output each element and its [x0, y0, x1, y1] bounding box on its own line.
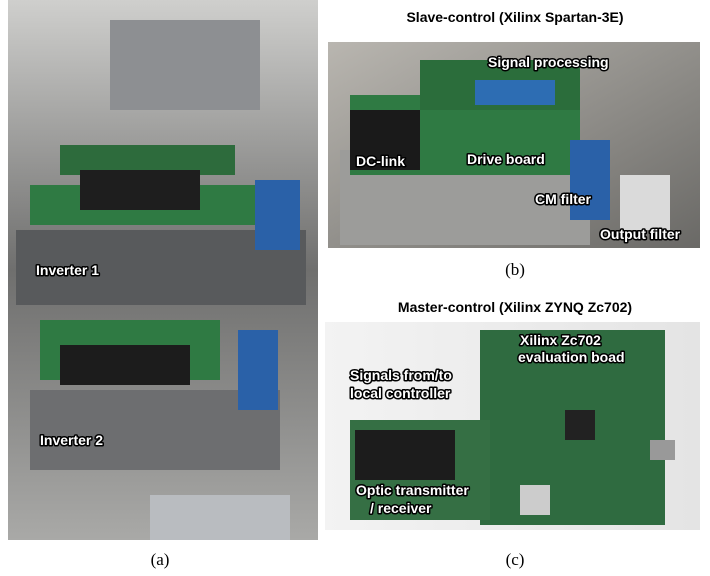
label: / receiver	[370, 500, 432, 516]
label: Signals from/to	[350, 367, 452, 383]
caption: (b)	[505, 260, 525, 279]
photo-c	[325, 322, 700, 530]
panel-title: Slave-control (Xilinx Spartan-3E)	[406, 9, 623, 25]
label: Signal processing	[488, 54, 609, 70]
label: local controller	[350, 385, 451, 401]
caption: (a)	[151, 550, 170, 569]
caption: (c)	[506, 550, 525, 569]
label: evaluation boad	[518, 349, 625, 365]
label: Xilinx Zc702	[520, 332, 601, 348]
figure: (a) Inverter 1 Inverter 2 Slave-control …	[0, 0, 710, 576]
label: CM filter	[535, 191, 592, 207]
label: Optic transmitter	[356, 482, 469, 498]
label: DC-link	[356, 153, 405, 169]
panel-title: Master-control (Xilinx ZYNQ Zc702)	[398, 299, 632, 315]
label: Inverter 1	[36, 262, 99, 278]
label: Drive board	[467, 151, 545, 167]
label: Output filter	[600, 226, 681, 242]
label: Inverter 2	[40, 432, 103, 448]
photo-b	[328, 42, 700, 248]
